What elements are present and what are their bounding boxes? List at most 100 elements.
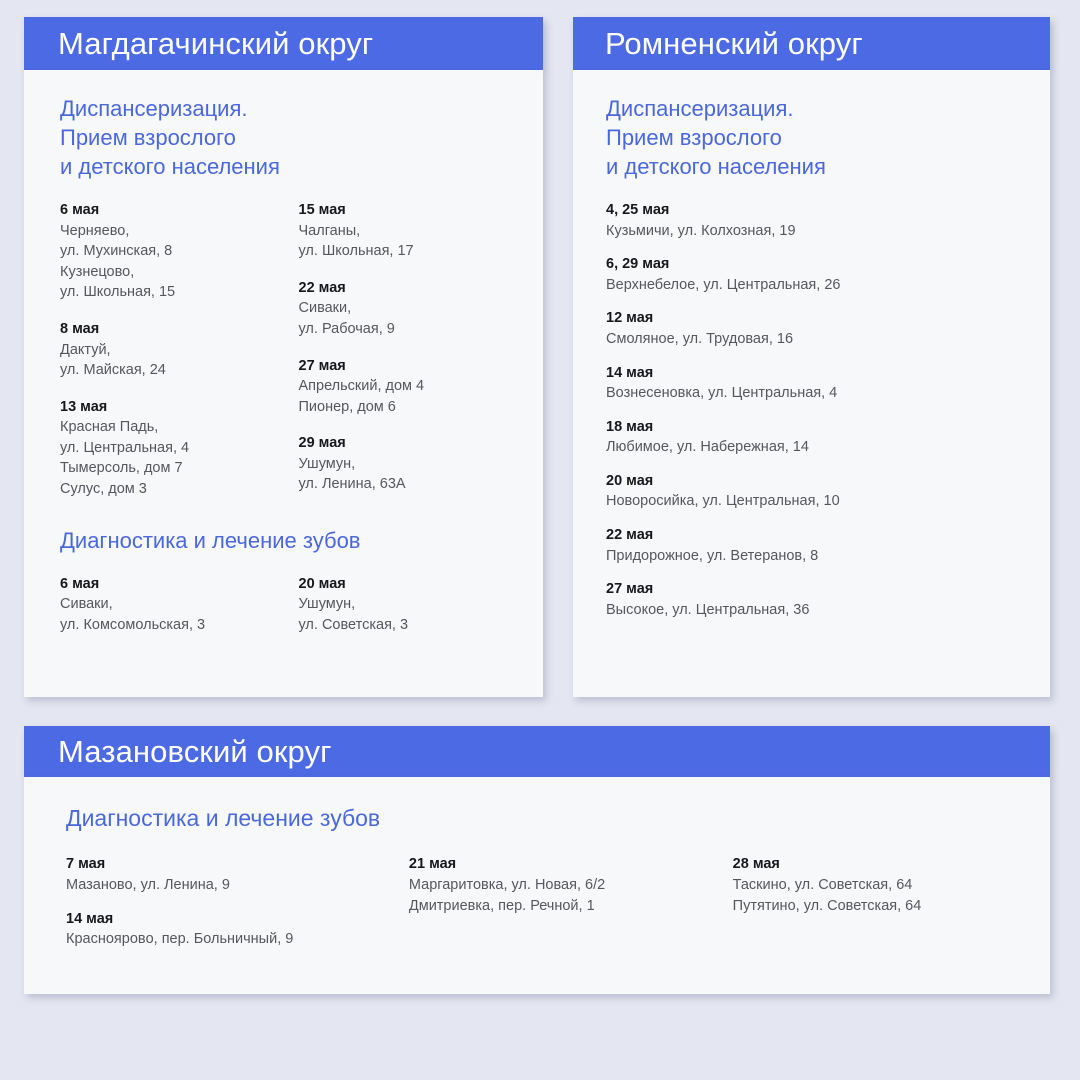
entry-date: 4, 25 мая	[606, 202, 670, 219]
district-card-magdagachi: Магдагачинский округ Диспансеризация. Пр…	[24, 17, 543, 697]
card-header-mazanovo: Мазановский округ	[24, 726, 1050, 777]
schedule-entry: 6, 29 мая Верхнебелое, ул. Центральная, …	[606, 255, 1024, 295]
entry-address: ул. Ленина, 63А	[298, 476, 406, 493]
entry-address: ул. Школьная, 15	[60, 284, 176, 301]
entry-address: ул. Школьная, 17	[298, 243, 414, 260]
entry-address: Кузьмичи, ул. Колхозная, 19	[606, 222, 796, 239]
card-header-magdagachi: Магдагачинский округ	[24, 17, 543, 70]
entry-address: ул. Мухинская, 8	[60, 243, 173, 260]
schedule-entry: 14 мая Краснояровo, пер. Больничный, 9	[66, 910, 409, 950]
section-title-dental: Диагностика и лечение зубов	[66, 805, 381, 831]
schedule-entry: 29 мая Ушумун, ул. Ленина, 63А	[299, 434, 514, 495]
schedule-entry: 12 мая Смоляное, ул. Трудовая, 16	[606, 309, 1024, 349]
schedule-entry: 13 мая Красная Падь, ул. Центральная, 4 …	[60, 398, 275, 500]
card-header-romny: Ромненский округ	[573, 17, 1050, 70]
schedule-entry: 21 мая Маргаритовка, ул. Новая, 6/2 Дмит…	[409, 855, 733, 916]
entry-date: 7 мая	[66, 856, 106, 873]
card-body-mazanovo: Диагностика и лечение зубов 7 мая Мазано…	[24, 777, 1050, 994]
entry-date: 20 мая	[606, 472, 654, 489]
entry-address: Черняево,	[60, 222, 130, 239]
entry-address: Верхнебелое, ул. Центральная, 26	[606, 276, 841, 293]
entry-date: 6 мая	[60, 202, 100, 219]
entry-address: Ушумун,	[298, 596, 356, 613]
entry-address: Придорожное, ул. Ветеранов, 8	[606, 547, 819, 564]
schedule-entry: 28 мая Таскино, ул. Советская, 64 Путяти…	[733, 855, 1020, 916]
entry-address: Красная Падь,	[60, 419, 159, 436]
section-title-checkup: Диспансеризация. Прием взрослого и детск…	[60, 96, 280, 180]
schedule-entry: 27 мая Апрельский, дом 4 Пионер, дом 6	[299, 357, 514, 418]
entry-address: Высокое, ул. Центральная, 36	[606, 601, 810, 618]
card-body-magdagachi: Диспансеризация. Прием взрослого и детск…	[24, 70, 543, 697]
entry-address: Сиваки,	[298, 300, 352, 317]
district-card-romny: Ромненский округ Диспансеризация. Прием …	[573, 17, 1050, 697]
schedule-entry: 20 мая Ушумун, ул. Советская, 3	[299, 575, 514, 636]
schedule-entry: 15 мая Чалганы, ул. Школьная, 17	[299, 201, 514, 262]
entry-date: 22 мая	[606, 526, 654, 543]
entry-date: 6 мая	[60, 575, 100, 592]
entry-date: 18 мая	[606, 418, 654, 435]
entry-date: 14 мая	[606, 364, 654, 381]
entry-address: Сулус, дом 3	[60, 480, 147, 497]
entry-address: Апрельский, дом 4	[298, 378, 425, 395]
entry-date: 20 мая	[298, 575, 346, 592]
schedule-entry: 8 мая Дактуй, ул. Майская, 24	[60, 320, 275, 381]
entry-address: Чалганы,	[298, 222, 361, 239]
entry-date: 22 мая	[298, 279, 346, 296]
entry-address: Сиваки,	[60, 596, 113, 613]
entry-address: Вознесеновка, ул. Центральная, 4	[606, 385, 838, 402]
entry-address: ул. Комсомольская, 3	[60, 616, 206, 633]
district-card-mazanovo: Мазановский округ Диагностика и лечение …	[24, 726, 1050, 994]
entry-date: 27 мая	[298, 357, 346, 374]
checkup-columns: 6 мая Черняево, ул. Мухинская, 8 Кузнецо…	[60, 201, 513, 499]
entry-address: Дактуй,	[60, 341, 111, 358]
card-body-romny: Диспансеризация. Прием взрослого и детск…	[573, 70, 1050, 697]
entry-address: Ушумун,	[298, 455, 356, 472]
schedule-entry: 20 мая Новоросийка, ул. Центральная, 10	[606, 472, 1024, 512]
card-title: Магдагачинский округ	[58, 26, 374, 61]
section-title-dental: Диагностика и лечение зубов	[60, 527, 361, 553]
entry-date: 27 мая	[606, 581, 654, 598]
entry-address: ул. Рабочая, 9	[298, 320, 395, 337]
entry-date: 8 мая	[60, 320, 100, 337]
dental-column-1: 7 мая Мазаново, ул. Ленина, 9 14 мая Кра…	[66, 855, 409, 963]
schedule-entry: 6 мая Черняево, ул. Мухинская, 8 Кузнецо…	[60, 201, 275, 303]
entry-address: Дмитриевка, пер. Речной, 1	[408, 897, 595, 914]
schedule-entry: 22 мая Сиваки, ул. Рабочая, 9	[299, 279, 514, 340]
entry-address: ул. Советская, 3	[298, 616, 409, 633]
dental-columns: 6 мая Сиваки, ул. Комсомольская, 3 20 ма…	[60, 575, 513, 636]
entry-date: 21 мая	[408, 856, 457, 873]
schedule-entry: 22 мая Придорожное, ул. Ветеранов, 8	[606, 526, 1024, 566]
entry-date: 28 мая	[732, 856, 780, 873]
dental-column-2: 20 мая Ушумун, ул. Советская, 3	[299, 575, 514, 636]
schedule-entry: 18 мая Любимое, ул. Набережная, 14	[606, 418, 1024, 458]
checkup-column-2: 15 мая Чалганы, ул. Школьная, 17 22 мая …	[299, 201, 514, 499]
entry-address: Маргаритовка, ул. Новая, 6/2	[408, 876, 606, 893]
schedule-entry: 27 мая Высокое, ул. Центральная, 36	[606, 580, 1024, 620]
dental-column-1: 6 мая Сиваки, ул. Комсомольская, 3	[60, 575, 275, 636]
entry-date: 14 мая	[66, 910, 114, 927]
dental-column-2: 21 мая Маргаритовка, ул. Новая, 6/2 Дмит…	[409, 855, 733, 963]
entry-address: Путятино, ул. Советская, 64	[732, 897, 922, 914]
card-title: Ромненский округ	[605, 26, 863, 61]
dental-column-3: 28 мая Таскино, ул. Советская, 64 Путяти…	[733, 855, 1020, 963]
entry-date: 15 мая	[298, 202, 346, 219]
schedule-entry: 6 мая Сиваки, ул. Комсомольская, 3	[60, 575, 275, 636]
entry-date: 6, 29 мая	[606, 256, 670, 273]
entry-address: Краснояровo, пер. Больничный, 9	[66, 931, 294, 948]
entry-date: 29 мая	[298, 435, 346, 452]
schedule-entry: 7 мая Мазаново, ул. Ленина, 9	[66, 855, 409, 895]
entry-date: 13 мая	[60, 398, 108, 415]
section-title-checkup: Диспансеризация. Прием взрослого и детск…	[606, 96, 826, 180]
entry-address: Пионер, дом 6	[298, 398, 396, 415]
schedule-entry: 14 мая Вознесеновка, ул. Центральная, 4	[606, 364, 1024, 404]
card-title: Мазановский округ	[58, 734, 332, 769]
checkup-column-1: 6 мая Черняево, ул. Мухинская, 8 Кузнецо…	[60, 201, 275, 499]
entry-address: Новоросийка, ул. Центральная, 10	[606, 493, 840, 510]
schedule-entry: 4, 25 мая Кузьмичи, ул. Колхозная, 19	[606, 201, 1024, 241]
dental-columns: 7 мая Мазаново, ул. Ленина, 9 14 мая Кра…	[66, 855, 1020, 963]
entry-address: Смоляное, ул. Трудовая, 16	[606, 330, 794, 347]
entry-address: Мазаново, ул. Ленина, 9	[66, 876, 230, 893]
entry-address: Тымерсоль, дом 7	[60, 460, 183, 477]
entry-address: ул. Центральная, 4	[60, 439, 190, 456]
entry-address: Кузнецово,	[60, 263, 135, 280]
